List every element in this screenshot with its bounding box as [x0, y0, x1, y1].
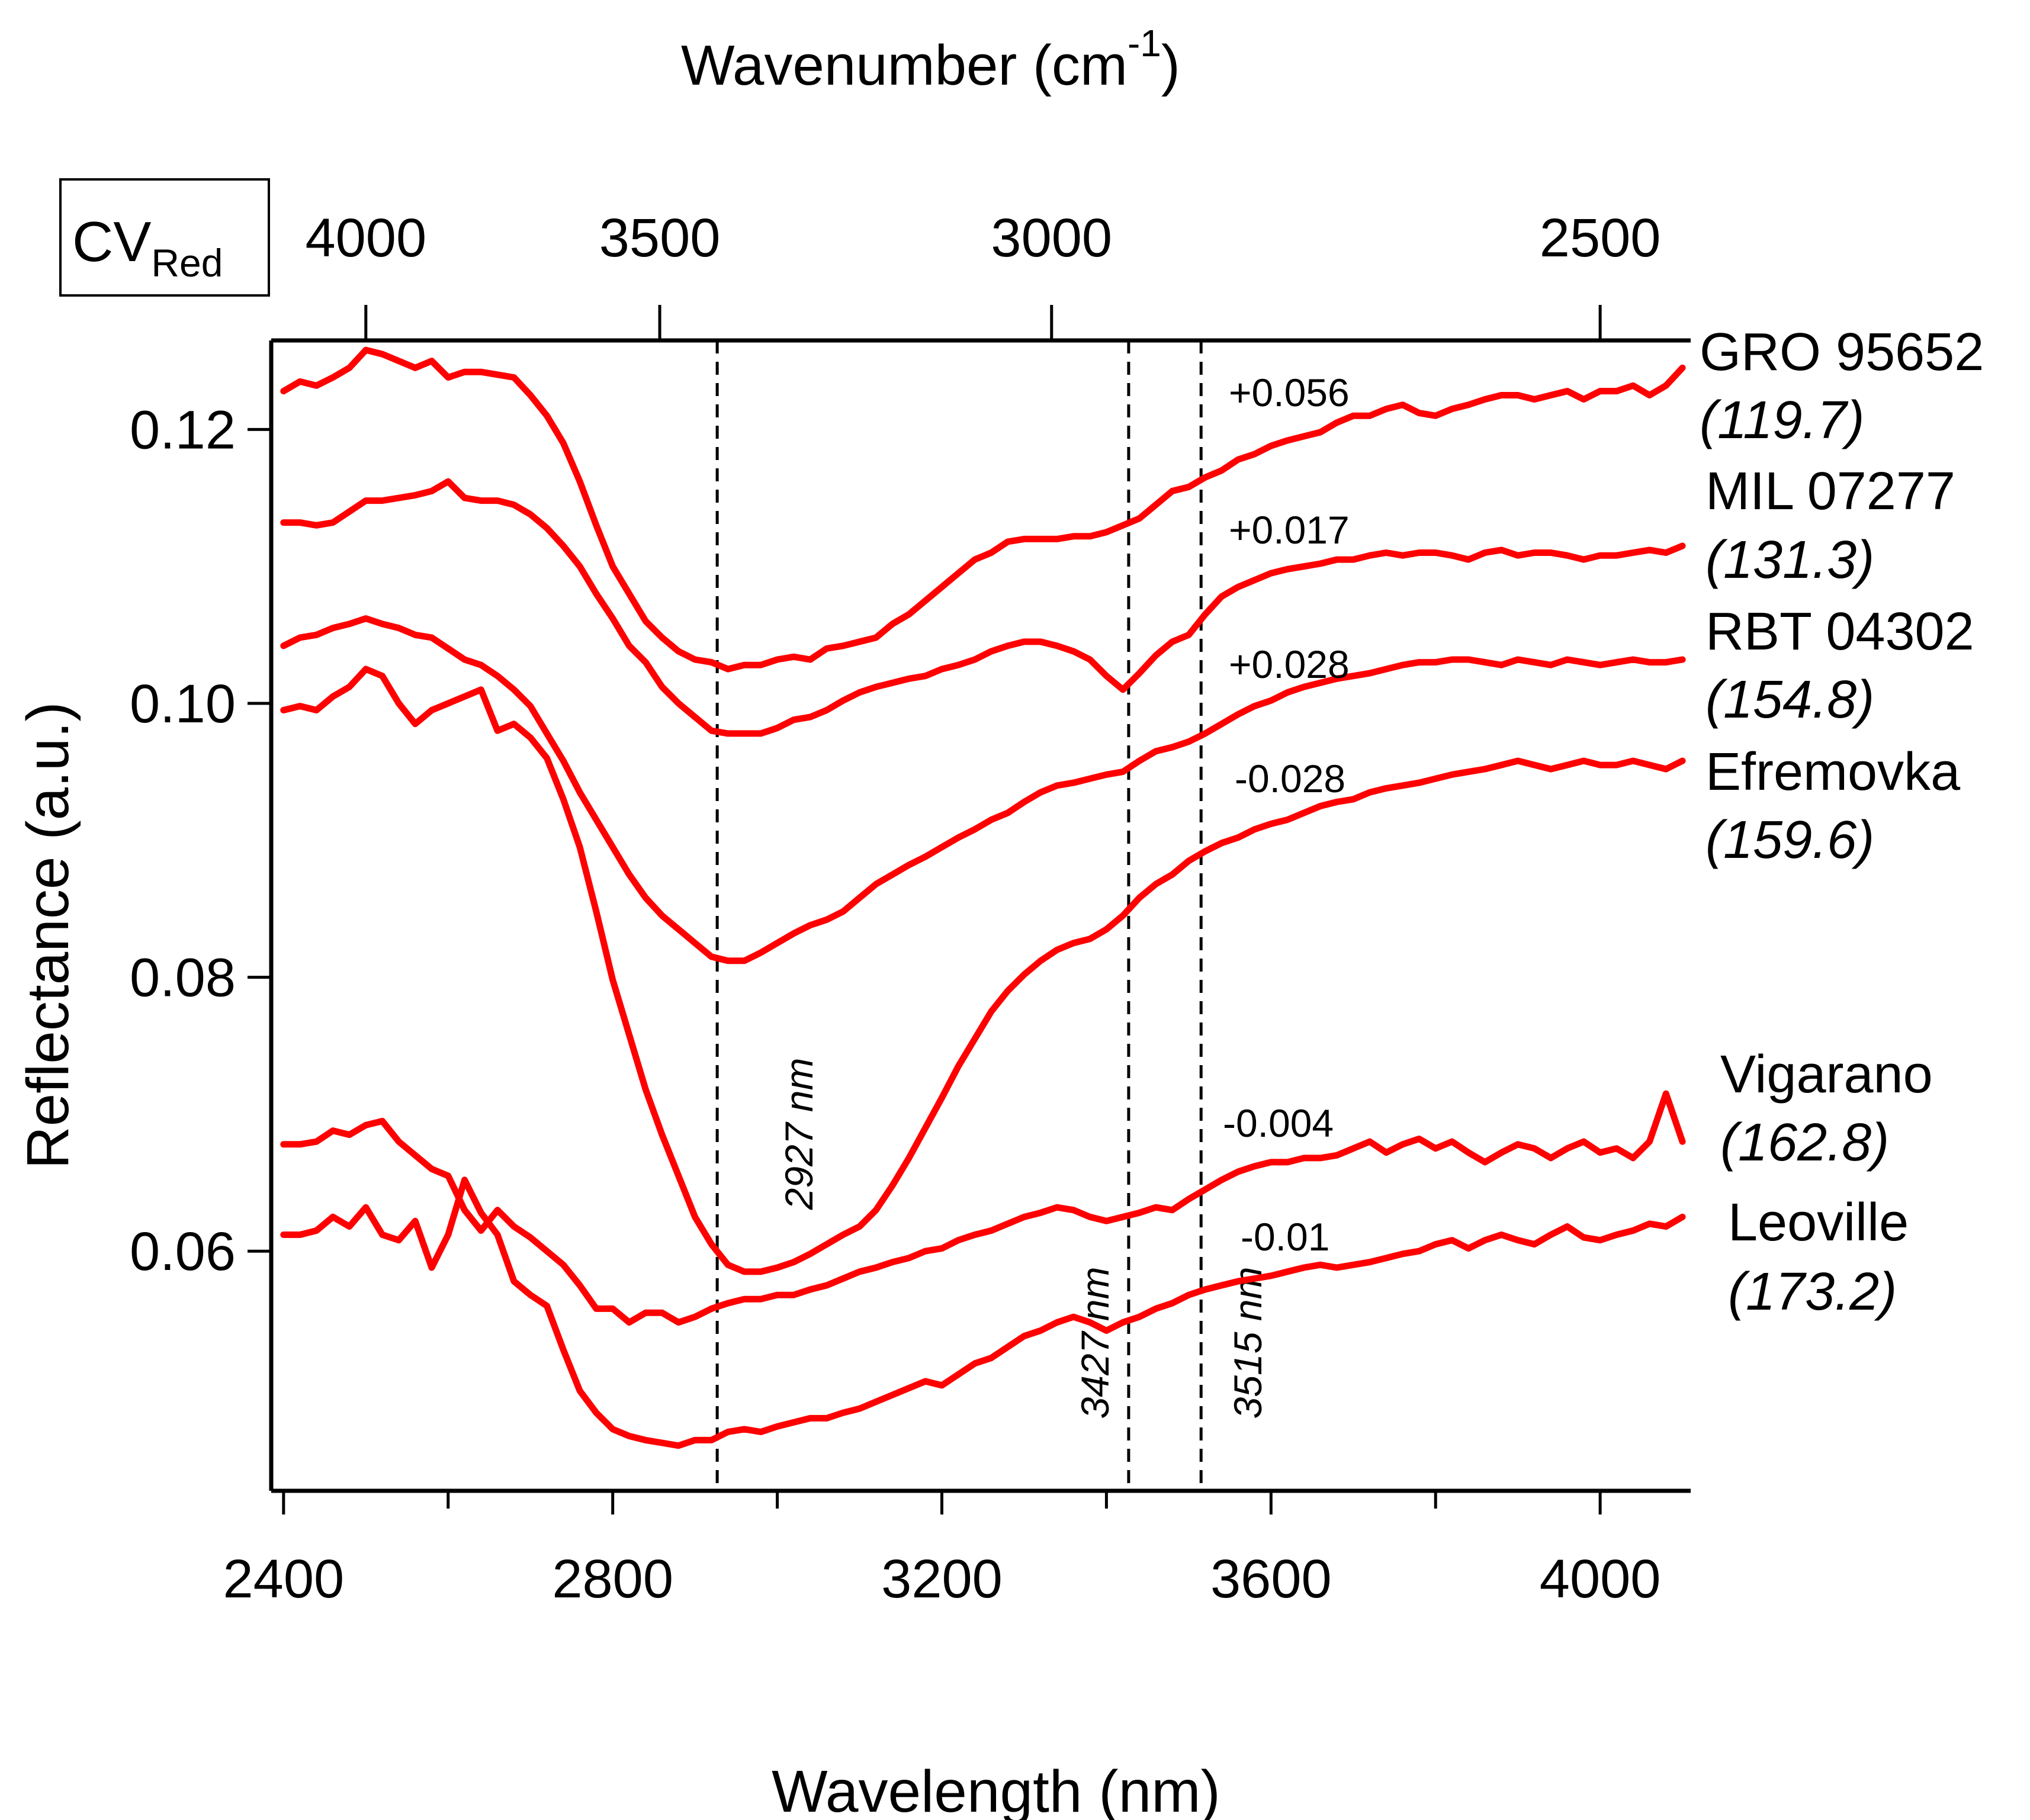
reference-label-3515: 3515 nm — [1226, 1267, 1270, 1419]
axes: 2400 2800 3200 3600 4000 4000 3500 3000 2500 0.06… — [130, 208, 1691, 1609]
badge-label: CVRed — [72, 210, 223, 285]
series-line-gro-95652 — [280, 346, 1686, 673]
y-tick-label-1: 0.08 — [130, 948, 236, 1008]
series-line-vigarano — [280, 1090, 1686, 1326]
badge-box — [59, 178, 270, 297]
x2-tick-label-4000: 4000 — [305, 208, 426, 268]
series-value-leoville: (173.2) — [1728, 1262, 1897, 1321]
series-name-gro-95652: GRO 95652 — [1700, 323, 1984, 382]
series-offset-gro-95652: +0.056 — [1229, 371, 1350, 414]
series-lines — [280, 346, 1686, 1449]
series-value-efremovka: (159.6) — [1705, 811, 1874, 870]
series-line-mil-07277 — [280, 478, 1686, 737]
series-line-rbt-04302 — [280, 615, 1686, 964]
series-name-mil-07277: MIL 07277 — [1705, 462, 1955, 521]
series-line-leoville — [280, 1176, 1686, 1449]
x2-tick-label-3000: 3000 — [991, 208, 1112, 268]
y-axis-title: Reflectance (a.u.) — [15, 702, 81, 1169]
series-line-efremovka — [280, 665, 1686, 1275]
x-tick-label-3200: 3200 — [881, 1549, 1003, 1609]
reference-label-3427: 3427 nm — [1073, 1267, 1117, 1419]
x2-tick-label-2500: 2500 — [1540, 208, 1661, 268]
series-labels: GRO 95652 (119.7) +0.056 MIL 07277 (131.3) +0… — [1223, 323, 1984, 1321]
series-offset-vigarano: -0.004 — [1223, 1101, 1334, 1145]
top-axis-title: Wavenumber (cm-1) — [681, 22, 1180, 97]
x-tick-label-2800: 2800 — [552, 1549, 673, 1609]
reference-lines: 2927 nm 3427 nm 3515 nm — [715, 340, 1270, 1491]
series-name-leoville: Leoville — [1728, 1193, 1909, 1252]
series-value-mil-07277: (131.3) — [1705, 530, 1874, 590]
y-tick-label-2: 0.10 — [130, 674, 236, 734]
x2-tick-label-3500: 3500 — [599, 208, 721, 268]
y-tick-label-3: 0.12 — [130, 400, 236, 460]
series-name-vigarano: Vigarano — [1720, 1045, 1933, 1104]
series-offset-leoville: -0.01 — [1241, 1215, 1329, 1259]
series-value-vigarano: (162.8) — [1720, 1113, 1889, 1172]
x-axis-title: Wavelength (nm) — [772, 1758, 1220, 1820]
series-value-rbt-04302: (154.8) — [1705, 670, 1874, 729]
series-value-gro-95652: (119.7) — [1700, 391, 1864, 450]
x-tick-label-4000: 4000 — [1540, 1549, 1661, 1609]
series-name-efremovka: Efremovka — [1705, 742, 1961, 802]
reference-label-2927: 2927 nm — [777, 1058, 821, 1211]
x-tick-label-3600: 3600 — [1210, 1549, 1332, 1609]
series-offset-rbt-04302: +0.028 — [1229, 642, 1350, 686]
x-tick-label-2400: 2400 — [223, 1549, 345, 1609]
group-badge: CVRed — [59, 178, 270, 297]
series-offset-mil-07277: +0.017 — [1229, 508, 1350, 552]
series-name-rbt-04302: RBT 04302 — [1705, 602, 1974, 661]
series-offset-efremovka: -0.028 — [1235, 757, 1345, 800]
y-tick-label-0: 0.06 — [130, 1221, 236, 1282]
